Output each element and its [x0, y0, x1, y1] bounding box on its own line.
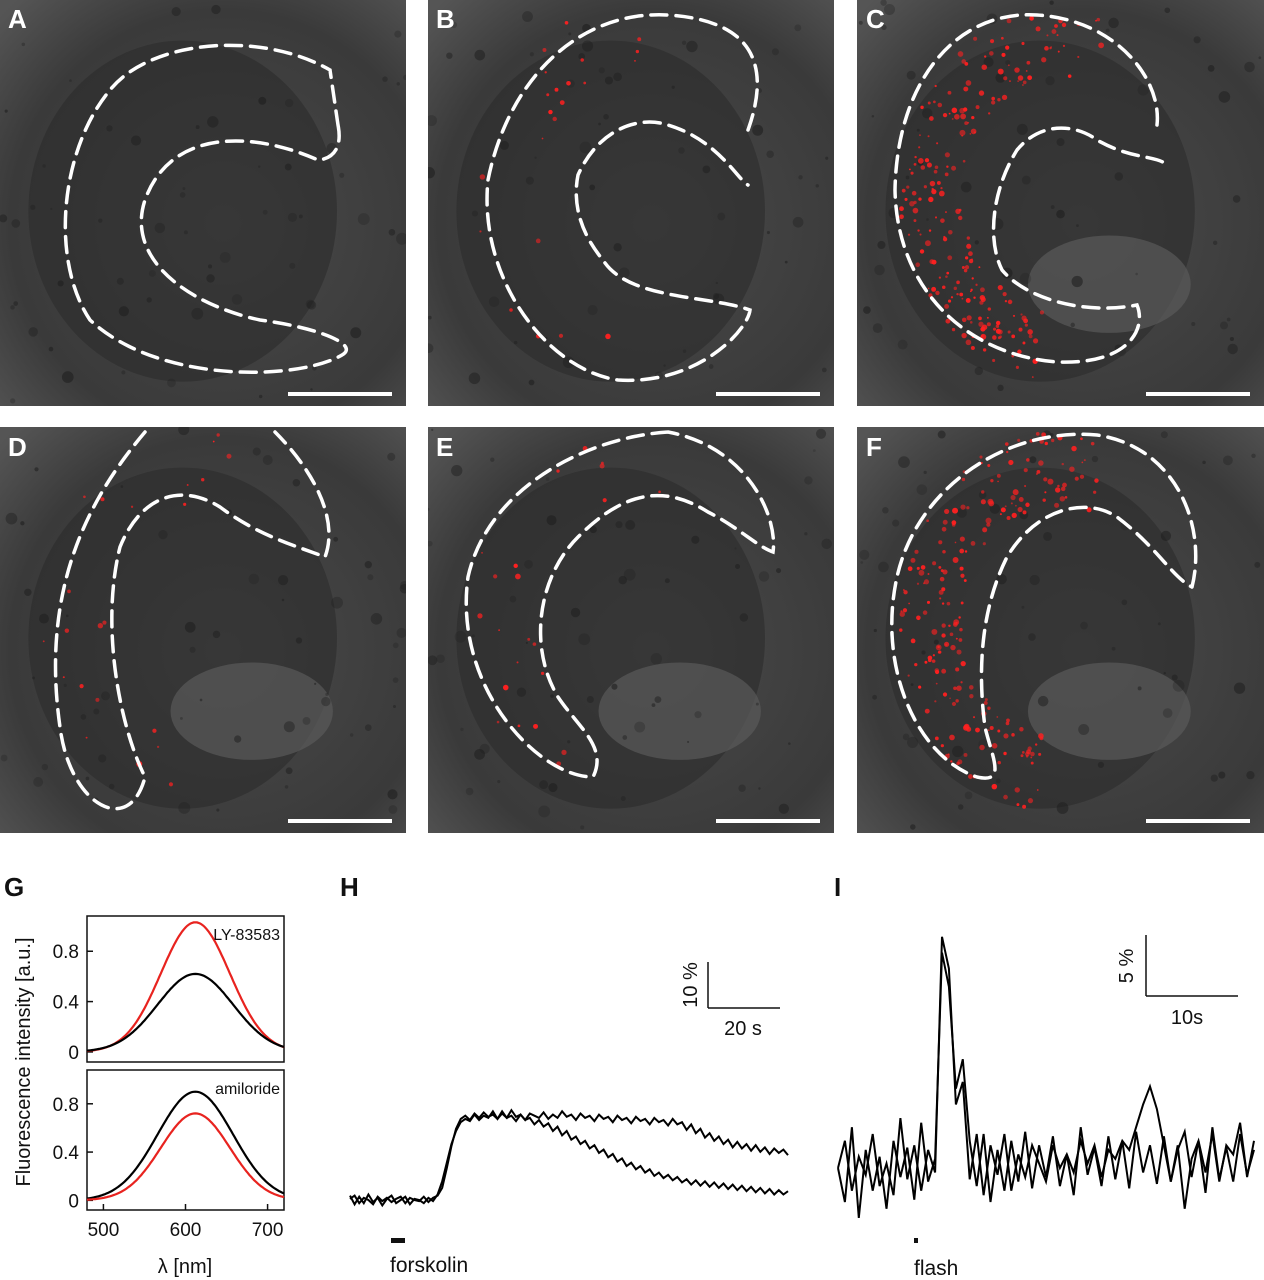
y-tick-label: 0.4 — [53, 993, 80, 1014]
y-tick-label: 0.4 — [53, 1143, 80, 1164]
micrograph-f-image — [857, 427, 1264, 833]
micrograph-d-image — [0, 427, 406, 833]
scale-bar-y-label: 5 % — [1116, 949, 1138, 984]
panel-label-a: A — [8, 4, 27, 34]
stimulus-marker — [391, 1238, 405, 1243]
trace-line-h-2 — [349, 1109, 789, 1206]
spectrum-line-red — [86, 1112, 285, 1201]
micrograph-b-image — [428, 0, 834, 406]
panel-label-c: C — [866, 4, 885, 34]
y-tick-label: 0 — [68, 1191, 79, 1212]
stimulus-marker — [914, 1238, 918, 1243]
annotation-label: amiloride — [215, 1081, 280, 1098]
panel-label-h: H — [340, 872, 359, 902]
micrograph-panel-f — [857, 427, 1264, 833]
panel-label-g: G — [4, 872, 25, 902]
micrograph-panel-a — [0, 0, 406, 406]
x-tick-label: 500 — [88, 1220, 120, 1241]
y-tick-label: 0 — [68, 1043, 79, 1064]
panel-label-e: E — [436, 432, 454, 462]
micrograph-panel-e — [428, 427, 834, 833]
panel-label-d: D — [8, 432, 27, 462]
scale-bar-y-label: 10 % — [680, 962, 702, 1008]
x-tick-label: 700 — [252, 1220, 284, 1241]
micrograph-panel-c — [857, 0, 1264, 406]
y-axis-label: Fluorescence intensity [a.u.] — [13, 937, 35, 1186]
spectrum-line-black — [86, 1090, 285, 1200]
y-tick-label: 0.8 — [53, 1095, 79, 1116]
stimulus-label: flash — [914, 1257, 958, 1280]
micrograph-panel-b — [428, 0, 834, 406]
x-tick-label: 600 — [170, 1220, 202, 1241]
panel-label-f: F — [866, 432, 882, 462]
stimulus-label: forskolin — [390, 1254, 468, 1277]
micrograph-c-image — [857, 0, 1264, 406]
x-axis-label: λ [nm] — [158, 1256, 212, 1278]
micrograph-e-image — [428, 427, 834, 833]
scale-bar-x-label: 20 s — [724, 1018, 762, 1040]
micrograph-a-image — [0, 0, 406, 406]
panel-label-b: B — [436, 4, 455, 34]
trace-line-i-2 — [837, 936, 1255, 1209]
y-tick-label: 0.8 — [53, 942, 79, 963]
annotation-label: LY-83583 — [213, 927, 280, 944]
trace-line-h-1 — [349, 1108, 789, 1208]
scale-bar-x-label: 10s — [1171, 1007, 1203, 1029]
plot-frame — [86, 915, 285, 1063]
spectrum-line-black — [86, 972, 285, 1052]
micrograph-panel-d — [0, 427, 406, 833]
panel-label-i: I — [834, 872, 842, 902]
